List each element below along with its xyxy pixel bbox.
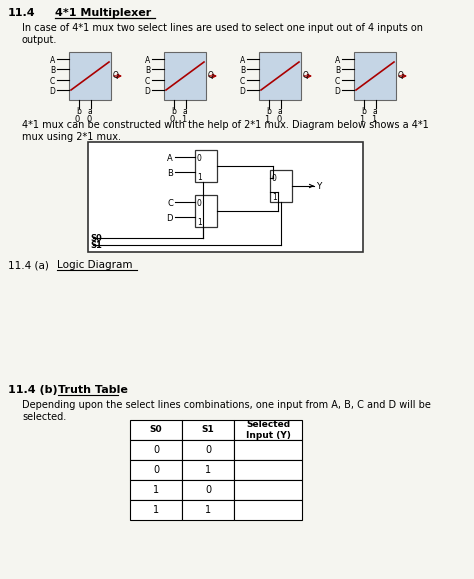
Bar xyxy=(354,52,396,100)
Bar xyxy=(234,500,302,520)
Text: C: C xyxy=(145,77,150,86)
Text: b: b xyxy=(76,107,81,116)
Text: b: b xyxy=(361,107,366,116)
Text: Q: Q xyxy=(303,71,309,80)
Text: Logic Diagram: Logic Diagram xyxy=(57,260,133,270)
Text: b: b xyxy=(171,107,176,116)
Bar xyxy=(195,195,217,227)
Text: a: a xyxy=(278,107,283,116)
Text: In case of 4*1 mux two select lines are used to select one input out of 4 inputs: In case of 4*1 mux two select lines are … xyxy=(22,23,423,45)
Bar xyxy=(234,480,302,500)
Text: S0: S0 xyxy=(90,234,102,243)
Text: 0: 0 xyxy=(276,115,282,124)
Text: B: B xyxy=(240,66,245,75)
Text: A: A xyxy=(145,56,150,65)
Text: 11.4 (b): 11.4 (b) xyxy=(8,385,58,395)
Text: Q: Q xyxy=(208,71,214,80)
Text: C: C xyxy=(167,199,173,208)
Bar xyxy=(259,52,301,100)
Bar xyxy=(234,440,302,460)
Text: 0: 0 xyxy=(153,445,159,455)
Text: C: C xyxy=(240,77,245,86)
Text: 4*1 Multiplexer: 4*1 Multiplexer xyxy=(55,8,151,18)
Bar xyxy=(182,480,234,500)
Bar xyxy=(234,420,302,440)
Text: 0: 0 xyxy=(272,174,277,183)
Text: 0: 0 xyxy=(74,115,80,124)
Text: C: C xyxy=(335,77,340,86)
Text: S1: S1 xyxy=(90,241,102,250)
Text: 1: 1 xyxy=(264,115,270,124)
Text: a: a xyxy=(88,107,93,116)
Bar xyxy=(182,440,234,460)
Text: B: B xyxy=(145,66,150,75)
Text: 0: 0 xyxy=(197,154,202,163)
Bar xyxy=(69,52,111,100)
Text: B: B xyxy=(167,169,173,178)
Text: Selected
Input (Y): Selected Input (Y) xyxy=(246,420,291,439)
Bar xyxy=(130,460,182,480)
Text: Truth Table: Truth Table xyxy=(58,385,128,395)
Text: 1: 1 xyxy=(205,505,211,515)
Text: Q: Q xyxy=(113,71,119,80)
Text: 11.4: 11.4 xyxy=(8,8,36,18)
Text: 1: 1 xyxy=(205,465,211,475)
Text: D: D xyxy=(166,214,173,223)
Text: 11.4 (a): 11.4 (a) xyxy=(8,260,55,270)
Bar xyxy=(130,480,182,500)
Text: S1: S1 xyxy=(201,426,214,434)
Bar xyxy=(88,142,363,252)
Text: Q: Q xyxy=(398,71,404,80)
Bar xyxy=(164,52,206,100)
Text: D: D xyxy=(239,87,245,96)
Text: A: A xyxy=(50,56,55,65)
Text: B: B xyxy=(50,66,55,75)
Text: Depending upon the select lines combinations, one input from A, B, C and D will : Depending upon the select lines combinat… xyxy=(22,400,431,422)
Text: S0: S0 xyxy=(150,426,162,434)
Text: A: A xyxy=(167,154,173,163)
Text: D: D xyxy=(334,87,340,96)
Text: 1: 1 xyxy=(359,115,365,124)
Text: D: D xyxy=(49,87,55,96)
Text: 1: 1 xyxy=(197,218,202,227)
Bar xyxy=(182,420,234,440)
Text: a: a xyxy=(373,107,378,116)
Text: a: a xyxy=(183,107,188,116)
Text: 1: 1 xyxy=(153,505,159,515)
Text: 1: 1 xyxy=(182,115,187,124)
Text: A: A xyxy=(240,56,245,65)
Bar xyxy=(130,420,182,440)
Text: 1: 1 xyxy=(153,485,159,495)
Text: 0: 0 xyxy=(197,199,202,208)
Text: 4*1 mux can be constructed with the help of 2*1 mux. Diagram below shows a 4*1
m: 4*1 mux can be constructed with the help… xyxy=(22,120,429,142)
Text: C: C xyxy=(50,77,55,86)
Text: 0: 0 xyxy=(86,115,91,124)
Text: 0: 0 xyxy=(169,115,174,124)
Bar xyxy=(130,440,182,460)
Text: A: A xyxy=(335,56,340,65)
Text: b: b xyxy=(266,107,271,116)
Text: D: D xyxy=(144,87,150,96)
Bar xyxy=(182,460,234,480)
Text: 0: 0 xyxy=(205,485,211,495)
Bar xyxy=(234,460,302,480)
Text: 0: 0 xyxy=(205,445,211,455)
Text: 1: 1 xyxy=(197,173,202,182)
Bar xyxy=(195,150,217,182)
Text: 1: 1 xyxy=(371,115,377,124)
Bar xyxy=(182,500,234,520)
Text: B: B xyxy=(335,66,340,75)
Text: Y: Y xyxy=(316,182,321,191)
Bar xyxy=(130,500,182,520)
Bar xyxy=(270,170,292,202)
Text: 1: 1 xyxy=(272,193,277,202)
Text: 0: 0 xyxy=(153,465,159,475)
